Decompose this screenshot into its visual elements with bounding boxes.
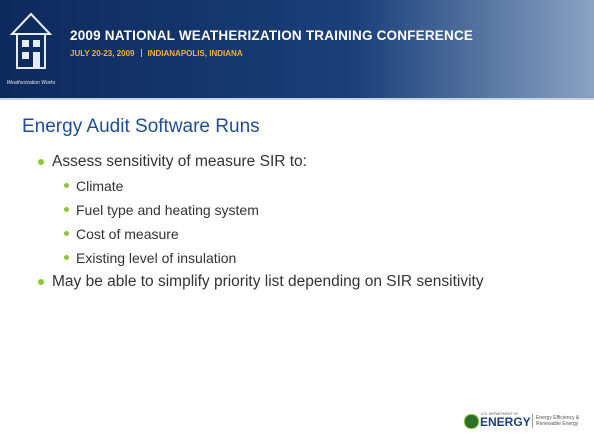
separator bbox=[140, 49, 142, 57]
bullet-text: Assess sensitivity of measure SIR to: bbox=[52, 153, 307, 170]
conference-title: 2009 NATIONAL WEATHERIZATION TRAINING CO… bbox=[70, 28, 474, 43]
sub-bullet: Existing level of insulation bbox=[64, 246, 538, 270]
doe-name: ENERGY bbox=[480, 415, 531, 429]
doe-emblem bbox=[464, 414, 479, 429]
bullet-text: May be able to simplify priority list de… bbox=[52, 273, 484, 290]
slide-title: Energy Audit Software Runs bbox=[22, 116, 260, 137]
doe-department: U.S. DEPARTMENT OF bbox=[481, 412, 519, 416]
sub-bullet: Cost of measure bbox=[64, 222, 538, 246]
conference-subtitle: JULY 20-23, 2009 INDIANAPOLIS, INDIANA bbox=[70, 49, 243, 58]
location: INDIANAPOLIS, INDIANA bbox=[147, 49, 243, 58]
header-banner: Weatherization Works 2009 NATIONAL WEATH… bbox=[0, 0, 594, 98]
header-rule bbox=[0, 98, 594, 100]
doe-divider bbox=[532, 414, 533, 428]
bullet: Assess sensitivity of measure SIR to: Cl… bbox=[38, 150, 538, 270]
house-logo bbox=[9, 12, 53, 69]
bullet-list: Assess sensitivity of measure SIR to: Cl… bbox=[38, 150, 538, 294]
logo-text: Weatherization Works bbox=[6, 80, 56, 86]
sub-list: Climate Fuel type and heating system Cos… bbox=[52, 174, 538, 270]
sub-bullet: Climate bbox=[64, 174, 538, 198]
doe-subtitle: Energy Efficiency & Renewable Energy bbox=[536, 415, 580, 427]
bullet: May be able to simplify priority list de… bbox=[38, 270, 538, 294]
dates: JULY 20-23, 2009 bbox=[70, 49, 135, 58]
sub-bullet: Fuel type and heating system bbox=[64, 198, 538, 222]
doe-logo: U.S. DEPARTMENT OF ENERGY Energy Efficie… bbox=[464, 412, 582, 430]
